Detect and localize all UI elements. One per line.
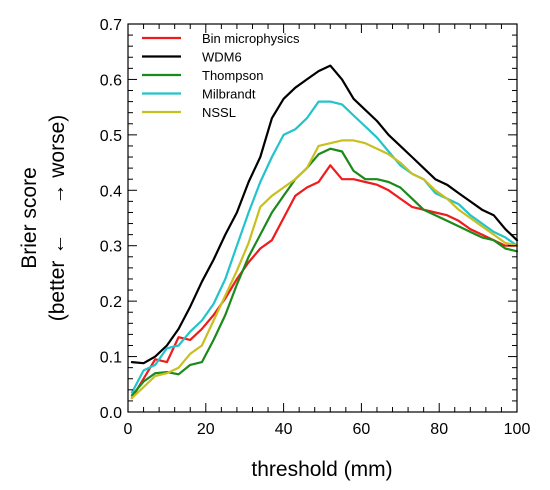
legend-label: Thompson (202, 68, 263, 83)
legend: Bin microphysics WDM6 Thompson Milbrandt NSS… (142, 31, 300, 120)
x-tick-label: 80 (430, 421, 448, 438)
y-tick-label: 0.6 (100, 72, 122, 89)
x-tick-label: 100 (504, 421, 531, 438)
y-tick-label: 0.3 (100, 239, 122, 256)
y-tick-label: 0.0 (100, 405, 122, 422)
x-tick-label: 20 (197, 421, 215, 438)
x-tick-label: 60 (353, 421, 371, 438)
y-tick-label: 0.4 (100, 183, 122, 200)
legend-label: NSSL (202, 105, 236, 120)
legend-label: WDM6 (202, 50, 242, 65)
y-tick-label: 0.1 (100, 350, 122, 367)
series-line-milbrandt (130, 100, 519, 394)
legend-label: Milbrandt (202, 87, 256, 102)
series-line-bin-microphysics (130, 164, 519, 400)
series-line-wdm6 (130, 64, 519, 365)
series-line-thompson (130, 147, 519, 397)
y-tick-label: 0.5 (100, 128, 122, 145)
plot-frame (127, 23, 518, 413)
series-layer (130, 64, 519, 400)
y-tick-label: 0.2 (100, 294, 122, 311)
y-tick-label: 0.7 (100, 17, 122, 34)
ticks-layer: 0 20 40 60 80 100 0.0 0.1 0.2 0.3 0.4 0.5 0.6 0.7 (100, 17, 531, 438)
x-tick-label: 40 (275, 421, 293, 438)
x-tick-label: 0 (124, 421, 133, 438)
y-axis-subtitle: (better ← → worse) (46, 115, 69, 322)
series-line-nssl (130, 139, 519, 400)
x-axis-title: threshold (mm) (251, 458, 392, 481)
y-axis-title: Brier score (18, 167, 41, 269)
legend-label: Bin microphysics (202, 31, 300, 46)
